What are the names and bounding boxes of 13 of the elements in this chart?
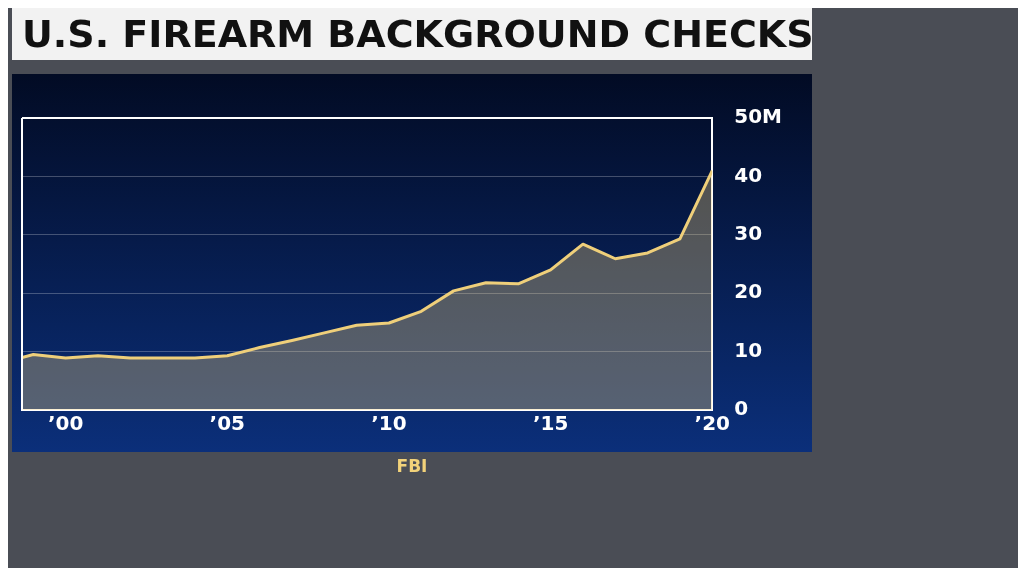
- x-tick-label: ’10: [371, 411, 407, 436]
- x-tick-label: ’20: [694, 411, 730, 436]
- text: FBI: [395, 456, 429, 476]
- y-tick-label: 20: [734, 279, 763, 304]
- y-tick-label: 30: [734, 221, 763, 245]
- x-tick-label: ’15: [532, 411, 569, 436]
- chart-title: U.S. FIREARM BACKGROUND CHECKS: [12, 8, 814, 60]
- y-tick-label: 0: [734, 396, 749, 421]
- y-tick-label: 10: [734, 337, 763, 362]
- x-tick-label: ’00: [47, 411, 84, 436]
- y-tick-label: 50M: [734, 104, 782, 129]
- x-tick-label: ’05: [209, 411, 246, 436]
- y-tick-label: 40: [734, 162, 763, 187]
